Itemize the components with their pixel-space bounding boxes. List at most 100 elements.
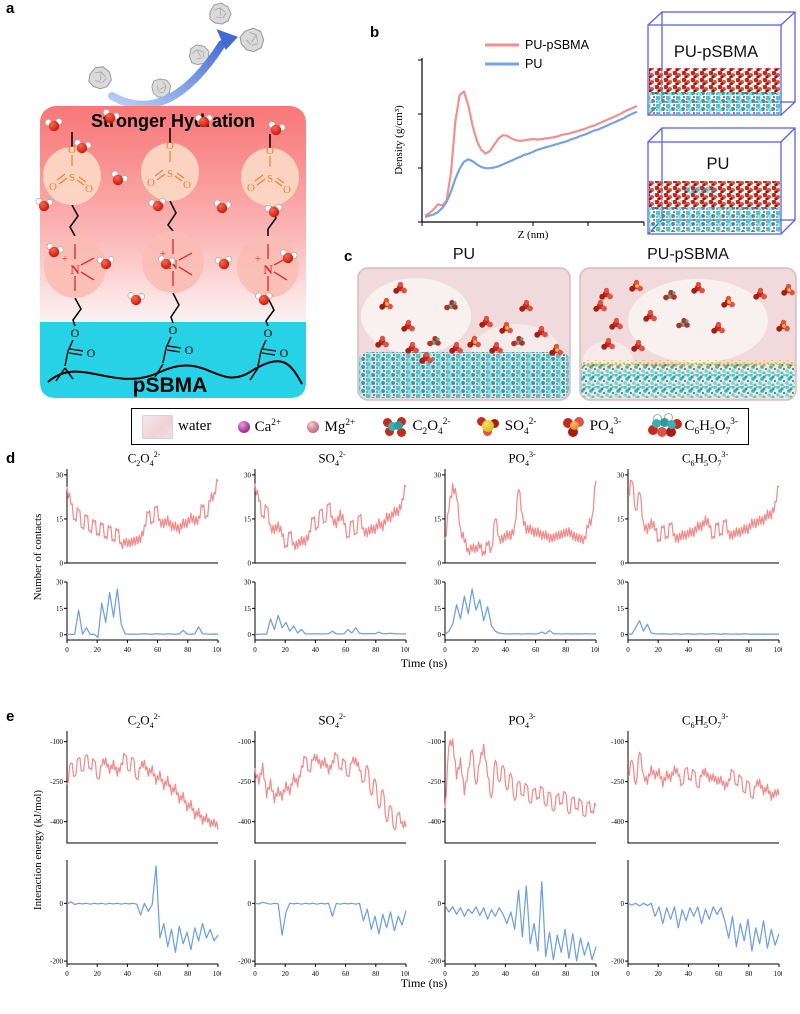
- contacts-pu-sulfate: 0 15 30: [244, 469, 407, 568]
- svg-text:20: 20: [94, 970, 102, 978]
- contacts-pu-psbma-phosphate: 0 15 30 0 20 40 60 80 100: [434, 579, 602, 655]
- energy-ylabel: Interaction energy (kJ/mol): [32, 789, 44, 911]
- contacts-chart-group: Number of contacts C2O42- 0 15 30 0 15 30 0 20…: [32, 450, 800, 680]
- svg-text:0: 0: [60, 631, 64, 639]
- svg-text:-250: -250: [611, 778, 624, 786]
- calcium-icon: [237, 420, 250, 433]
- svg-text:-100: -100: [238, 738, 251, 746]
- energy-pu-psbma-oxalate: 0-200020406080100: [50, 860, 224, 978]
- svg-text:-250: -250: [50, 778, 63, 786]
- svg-text:15: 15: [617, 515, 625, 523]
- svg-text:30: 30: [434, 579, 442, 587]
- svg-text:0: 0: [438, 900, 442, 908]
- svg-text:0: 0: [626, 970, 630, 978]
- plot-legend: PU-pSBMA PU: [485, 38, 590, 71]
- svg-text:100: 100: [774, 970, 782, 978]
- legend-item-calcium: Ca2+: [237, 417, 282, 436]
- svg-text:15: 15: [434, 605, 442, 613]
- column-title: SO42-: [318, 450, 346, 468]
- contacts-pu-psbma-citrate: 0 15 30 0 20 40 60 80 100: [617, 579, 785, 655]
- polymer-layer: [649, 207, 780, 232]
- energy-pu-sulfate: -400 -250 -100: [238, 731, 407, 844]
- density-xlabel: Z (nm): [518, 229, 549, 241]
- svg-text:20: 20: [282, 970, 290, 978]
- svg-text:30: 30: [56, 579, 64, 587]
- snapshot-label-pu-psbma: PU-pSBMA: [647, 246, 729, 263]
- svg-text:-250: -250: [238, 778, 251, 786]
- svg-text:-100: -100: [50, 738, 63, 746]
- svg-text:0: 0: [65, 970, 69, 978]
- sulfate-icon: [476, 416, 500, 437]
- polymer-layer: [649, 92, 780, 114]
- legend-label: C2O42-: [412, 416, 451, 437]
- simulation-box-pu-psbma: PU-pSBMA: [647, 11, 796, 116]
- svg-text:-400: -400: [238, 818, 251, 826]
- legend-label: Ca2+: [254, 417, 282, 435]
- svg-text:100: 100: [401, 970, 409, 978]
- svg-text:0: 0: [443, 970, 447, 978]
- svg-text:20: 20: [655, 646, 663, 654]
- legend-label: PO43-: [589, 416, 622, 437]
- contacts-xlabel: Time (ns): [400, 656, 448, 670]
- contacts-pu-citrate: 0 15 30: [617, 469, 780, 568]
- citrate-icon: [647, 413, 682, 437]
- plot-ticks: [418, 59, 645, 226]
- legend-item-sulfate: SO42-: [476, 416, 536, 437]
- svg-text:-200: -200: [238, 958, 251, 966]
- contacts-pu-psbma-sulfate: 0 15 30 0 20 40 60 80 100: [244, 579, 412, 655]
- chart-column-citrate: C6H5O73- 0 15 30 0 15 30 0 20 40 60 80 100: [606, 450, 785, 660]
- svg-text:0: 0: [438, 631, 442, 639]
- svg-text:40: 40: [312, 970, 320, 978]
- sulfonate-heads: [581, 360, 795, 368]
- svg-text:40: 40: [502, 646, 510, 654]
- chart-column-phosphate: PO43- -400-250-100 0-200020406080100: [423, 712, 602, 984]
- svg-text:0: 0: [621, 900, 625, 908]
- contacts-pu-oxalate: 0 15 30: [56, 469, 219, 568]
- svg-text:15: 15: [244, 605, 252, 613]
- chart-column-sulfate: SO42- 0 15 30 0 15 30 0 20 40 60 80 100: [233, 450, 412, 660]
- svg-text:0: 0: [621, 631, 625, 639]
- svg-text:30: 30: [617, 471, 625, 479]
- contacts-pu-phosphate: 0 15 30: [434, 469, 597, 568]
- energy-pu-phosphate: -400 -250 -100: [428, 731, 597, 844]
- panel-label-a: a: [6, 0, 15, 17]
- svg-text:20: 20: [94, 646, 102, 654]
- column-title: SO42-: [318, 712, 346, 730]
- svg-text:80: 80: [745, 646, 753, 654]
- polymer-backbone: [47, 360, 303, 385]
- psbma-layer: [40, 322, 306, 398]
- oxalate-icon: [382, 417, 408, 437]
- svg-text:80: 80: [184, 646, 192, 654]
- svg-text:20: 20: [472, 646, 480, 654]
- svg-text:15: 15: [244, 515, 252, 523]
- water-swatch: [142, 414, 173, 439]
- panel-label-c: c: [344, 248, 353, 265]
- svg-text:40: 40: [124, 970, 131, 978]
- legend-item-magnesium: Mg2+: [307, 418, 355, 436]
- panel-label-d: d: [6, 450, 16, 467]
- svg-text:60: 60: [342, 970, 350, 978]
- snapshot-label-pu: PU: [452, 246, 476, 263]
- svg-text:15: 15: [434, 515, 442, 523]
- energy-pu-psbma-sulfate: 0-200020406080100: [238, 860, 412, 978]
- svg-text:40: 40: [685, 646, 693, 654]
- chart-column-oxalate: C2O42- -400-250-100 0-200020406080100: [45, 712, 224, 984]
- svg-text:30: 30: [617, 579, 625, 587]
- svg-text:80: 80: [372, 970, 380, 978]
- energy-chart-group: Interaction energy (kJ/mol) C2O42- -400-…: [32, 712, 800, 1002]
- energy-pu-psbma-phosphate: 0-200020406080100: [428, 860, 602, 978]
- magnesium-icon: [307, 420, 320, 433]
- svg-text:80: 80: [562, 646, 570, 654]
- svg-text:0: 0: [621, 560, 625, 567]
- energy-xlabel: Time (ns): [400, 976, 448, 990]
- legend-label: C6H5O73-: [684, 416, 738, 437]
- column-title: C2O42-: [127, 450, 161, 468]
- legend-label-pu: PU: [525, 57, 542, 71]
- legend-label: Mg2+: [324, 417, 356, 435]
- svg-text:0: 0: [443, 646, 447, 654]
- legend-label: water: [178, 418, 212, 434]
- phosphate-icon: [562, 416, 585, 437]
- svg-text:0: 0: [60, 900, 64, 908]
- svg-text:0: 0: [253, 646, 257, 654]
- svg-text:100: 100: [591, 646, 599, 654]
